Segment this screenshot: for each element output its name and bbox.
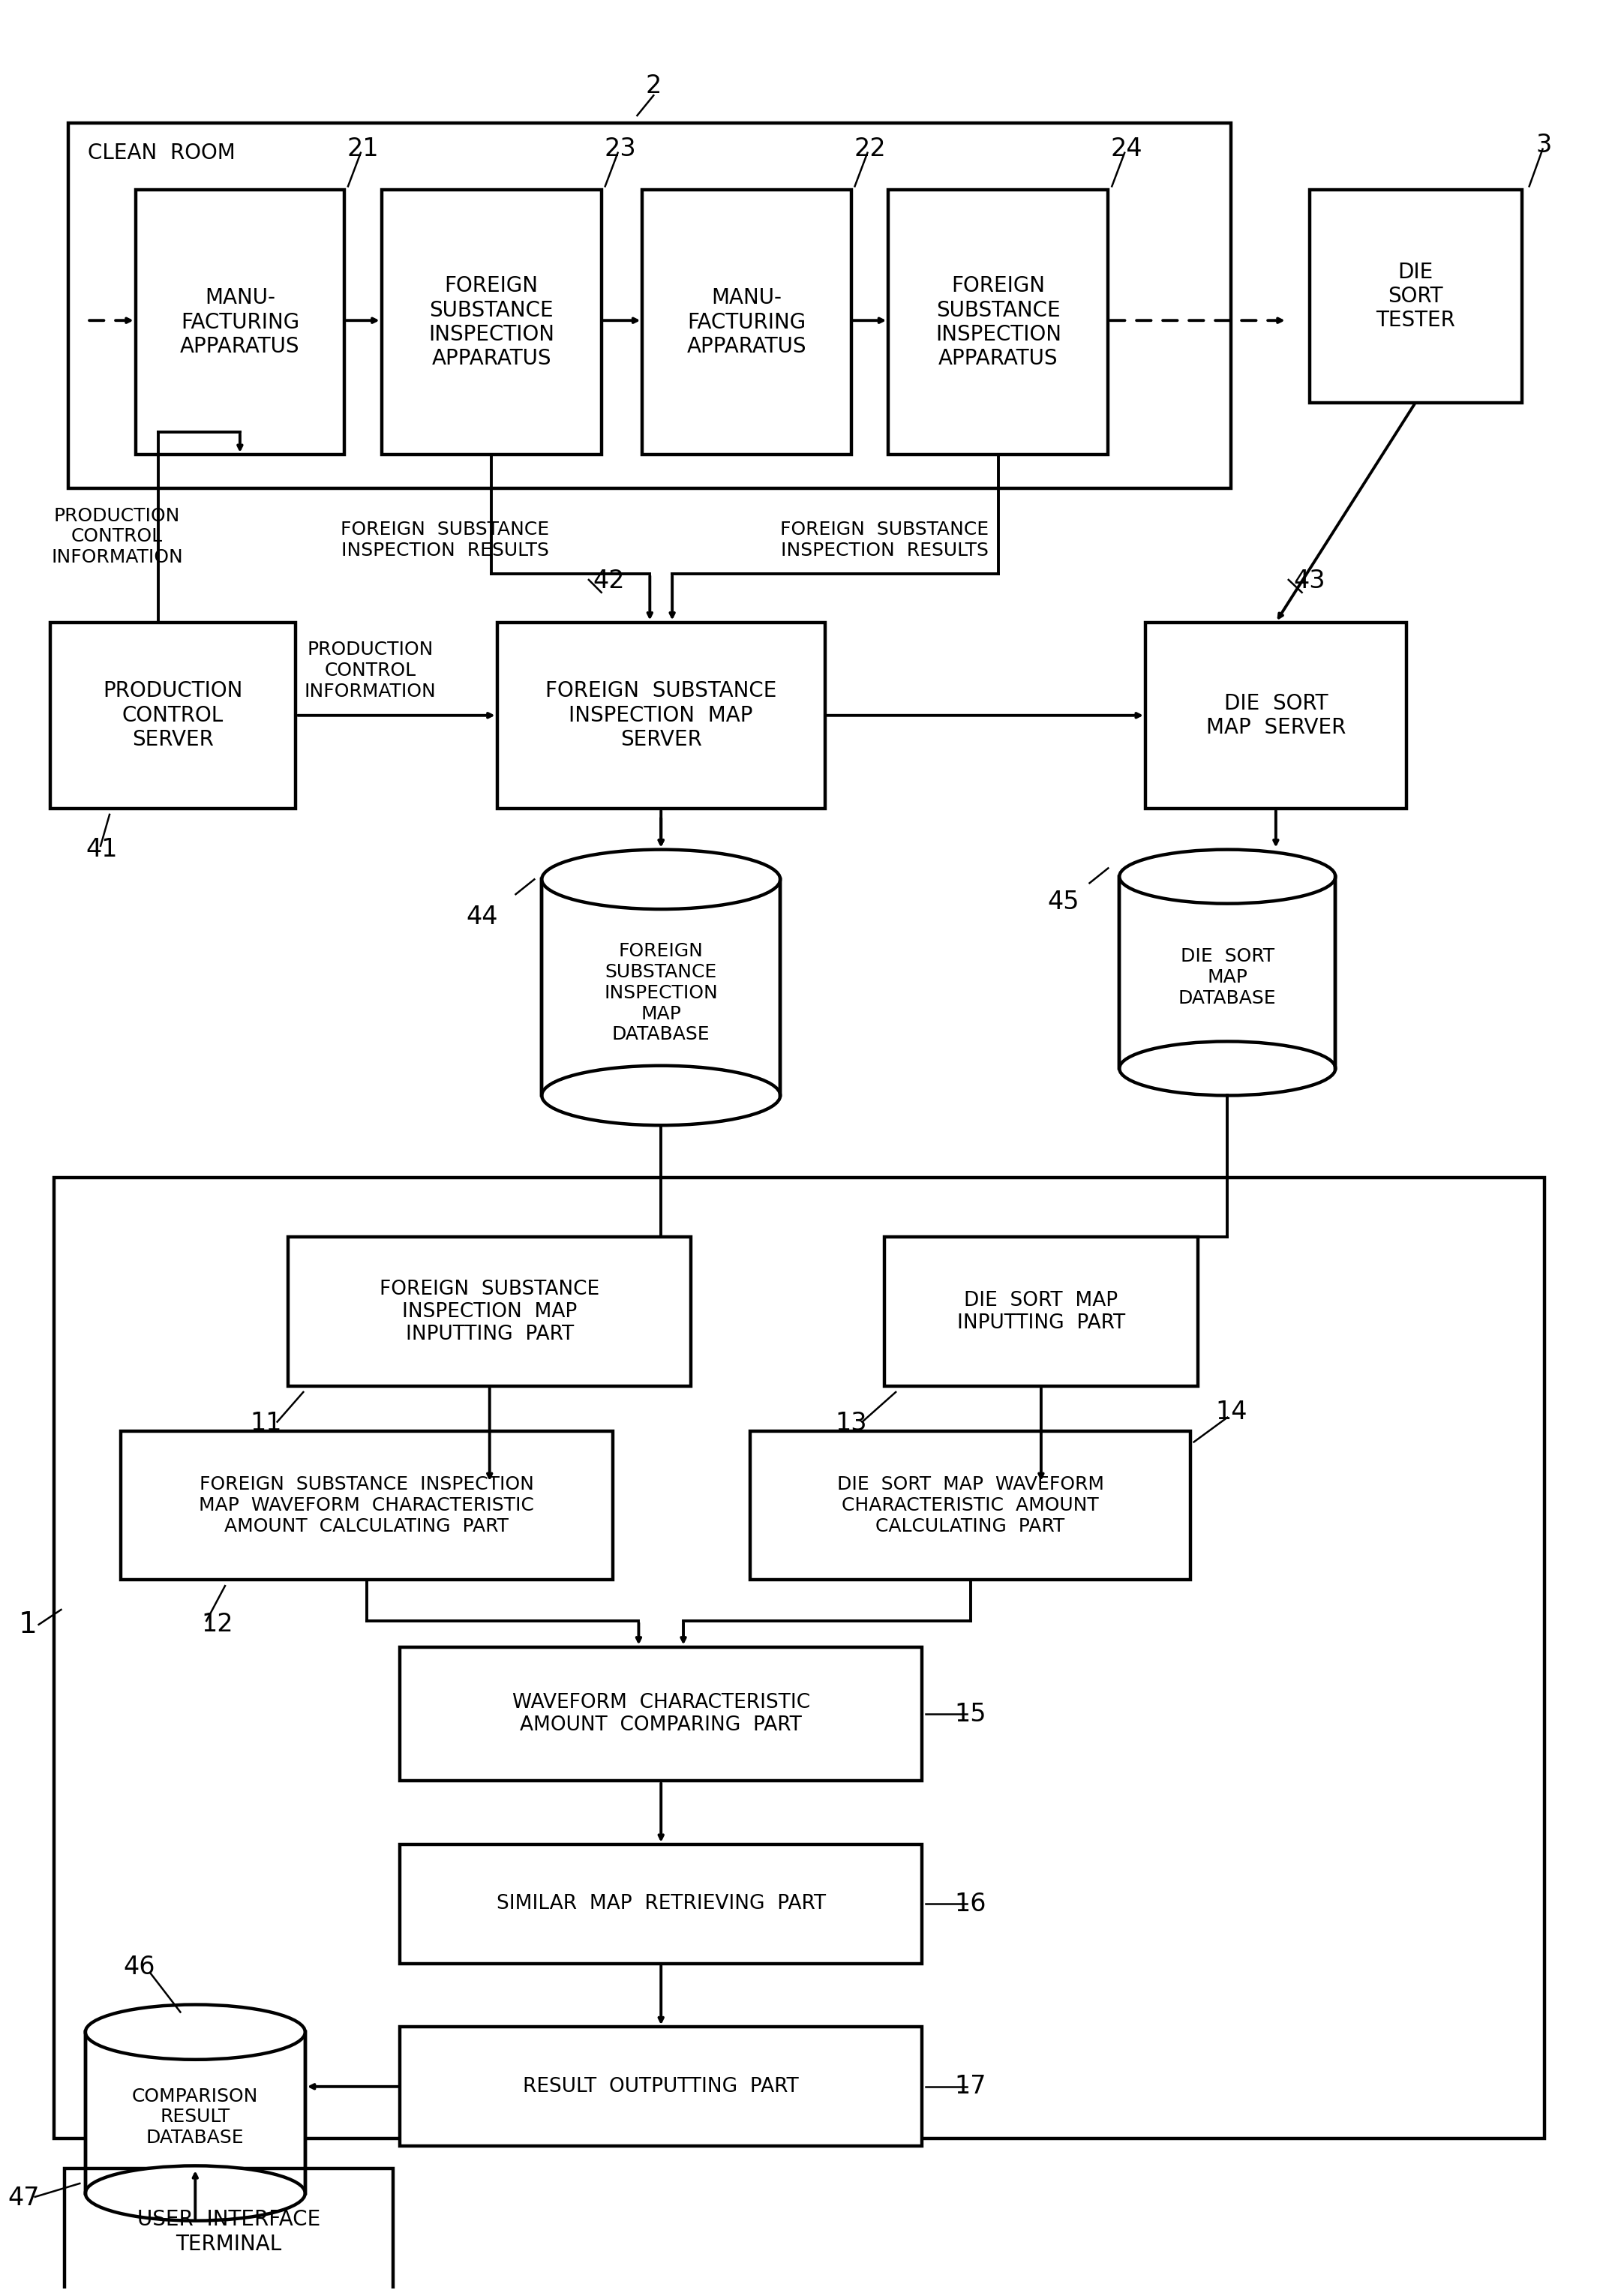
Text: 21: 21 <box>346 138 378 161</box>
Text: FOREIGN
SUBSTANCE
INSPECTION
MAP
DATABASE: FOREIGN SUBSTANCE INSPECTION MAP DATABAS… <box>604 941 718 1045</box>
Bar <box>1310 191 1521 402</box>
Text: 15: 15 <box>954 1701 986 1727</box>
Text: 14: 14 <box>1215 1401 1247 1424</box>
Text: FOREIGN  SUBSTANCE
INSPECTION  RESULTS: FOREIGN SUBSTANCE INSPECTION RESULTS <box>781 521 989 560</box>
Text: 45: 45 <box>1047 889 1079 914</box>
Text: FOREIGN  SUBSTANCE
INSPECTION  RESULTS: FOREIGN SUBSTANCE INSPECTION RESULTS <box>340 521 550 560</box>
Text: DIE  SORT  MAP  WAVEFORM
CHARACTERISTIC  AMOUNT
CALCULATING  PART: DIE SORT MAP WAVEFORM CHARACTERISTIC AMO… <box>837 1476 1104 1536</box>
Bar <box>750 1430 1189 1580</box>
Bar <box>64 2167 393 2296</box>
Text: RESULT  OUTPUTTING  PART: RESULT OUTPUTTING PART <box>523 2078 798 2096</box>
Text: 22: 22 <box>854 138 886 161</box>
Bar <box>643 191 851 455</box>
Bar <box>401 1844 922 1963</box>
Bar <box>1119 877 1335 1068</box>
Text: DIE  SORT
MAP  SERVER: DIE SORT MAP SERVER <box>1205 693 1347 737</box>
Ellipse shape <box>85 2165 305 2220</box>
Ellipse shape <box>1119 850 1335 905</box>
Bar <box>497 622 826 808</box>
Text: WAVEFORM  CHARACTERISTIC
AMOUNT  COMPARING  PART: WAVEFORM CHARACTERISTIC AMOUNT COMPARING… <box>511 1692 810 1736</box>
Text: PRODUCTION
CONTROL
INFORMATION: PRODUCTION CONTROL INFORMATION <box>305 641 436 700</box>
Ellipse shape <box>542 1065 781 1125</box>
Text: 1: 1 <box>18 1609 37 1639</box>
Bar <box>50 622 297 808</box>
Text: 41: 41 <box>87 838 119 861</box>
Text: DIE
SORT
TESTER: DIE SORT TESTER <box>1375 262 1456 331</box>
Text: 2: 2 <box>646 73 662 99</box>
Text: 11: 11 <box>250 1412 282 1435</box>
Text: USER  INTERFACE
TERMINAL: USER INTERFACE TERMINAL <box>138 2209 321 2255</box>
Text: FOREIGN  SUBSTANCE
INSPECTION  MAP
SERVER: FOREIGN SUBSTANCE INSPECTION MAP SERVER <box>545 680 777 751</box>
Text: PRODUCTION
CONTROL
SERVER: PRODUCTION CONTROL SERVER <box>103 680 242 751</box>
Bar <box>401 1646 922 1782</box>
Bar <box>53 1178 1544 2140</box>
Text: DIE  SORT  MAP
INPUTTING  PART: DIE SORT MAP INPUTTING PART <box>957 1290 1125 1332</box>
Text: 3: 3 <box>1536 133 1552 158</box>
Text: PRODUCTION
CONTROL
INFORMATION: PRODUCTION CONTROL INFORMATION <box>51 507 183 567</box>
Bar <box>542 879 781 1095</box>
Bar <box>888 191 1108 455</box>
Ellipse shape <box>1119 1042 1335 1095</box>
Bar <box>136 191 345 455</box>
Text: FOREIGN
SUBSTANCE
INSPECTION
APPARATUS: FOREIGN SUBSTANCE INSPECTION APPARATUS <box>935 276 1061 370</box>
Text: COMPARISON
RESULT
DATABASE: COMPARISON RESULT DATABASE <box>131 2087 258 2147</box>
Text: 13: 13 <box>835 1412 867 1435</box>
Text: 17: 17 <box>954 2073 986 2099</box>
Text: 43: 43 <box>1294 569 1326 595</box>
Text: DIE  SORT
MAP
DATABASE: DIE SORT MAP DATABASE <box>1178 948 1276 1008</box>
Bar <box>1146 622 1406 808</box>
Text: 24: 24 <box>1111 138 1143 161</box>
Text: 23: 23 <box>604 138 636 161</box>
Ellipse shape <box>85 2004 305 2060</box>
Text: 16: 16 <box>954 1892 986 1917</box>
Text: FOREIGN
SUBSTANCE
INSPECTION
APPARATUS: FOREIGN SUBSTANCE INSPECTION APPARATUS <box>428 276 555 370</box>
Ellipse shape <box>542 850 781 909</box>
Text: 47: 47 <box>8 2186 40 2211</box>
Text: 12: 12 <box>202 1612 234 1637</box>
Text: FOREIGN  SUBSTANCE
INSPECTION  MAP
INPUTTING  PART: FOREIGN SUBSTANCE INSPECTION MAP INPUTTI… <box>380 1279 600 1343</box>
Bar <box>885 1238 1197 1387</box>
Text: 44: 44 <box>466 905 499 930</box>
Bar <box>289 1238 691 1387</box>
Text: 46: 46 <box>123 1954 155 1979</box>
Bar <box>382 191 601 455</box>
Bar <box>85 2032 305 2193</box>
Text: MANU-
FACTURING
APPARATUS: MANU- FACTURING APPARATUS <box>688 287 806 358</box>
Text: 42: 42 <box>593 569 625 595</box>
Bar <box>120 1430 612 1580</box>
Text: FOREIGN  SUBSTANCE  INSPECTION
MAP  WAVEFORM  CHARACTERISTIC
AMOUNT  CALCULATING: FOREIGN SUBSTANCE INSPECTION MAP WAVEFOR… <box>199 1476 534 1536</box>
Text: MANU-
FACTURING
APPARATUS: MANU- FACTURING APPARATUS <box>180 287 300 358</box>
Text: CLEAN  ROOM: CLEAN ROOM <box>88 142 236 163</box>
Bar <box>401 2027 922 2147</box>
Text: SIMILAR  MAP  RETRIEVING  PART: SIMILAR MAP RETRIEVING PART <box>497 1894 826 1915</box>
Bar <box>69 124 1231 489</box>
